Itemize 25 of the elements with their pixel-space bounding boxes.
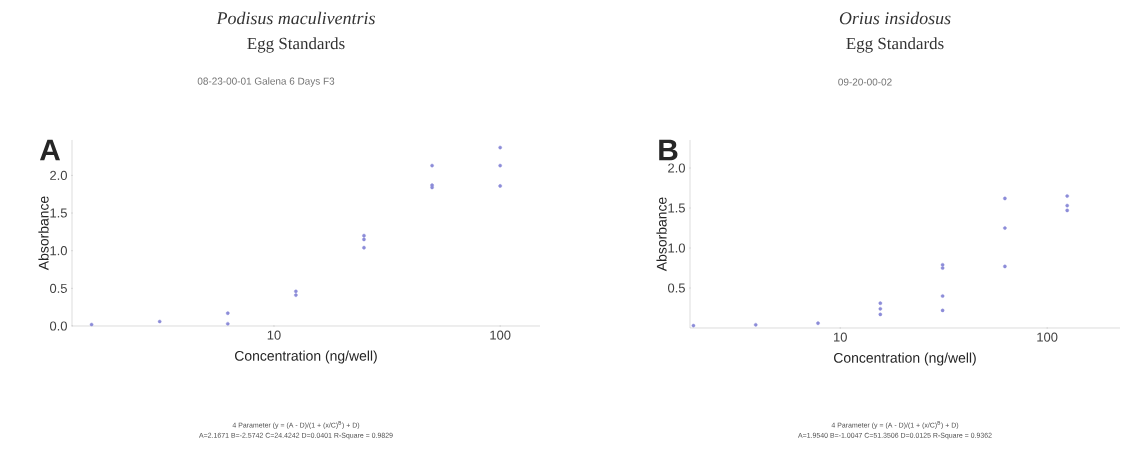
y-tick-label: 0.5 <box>667 283 685 293</box>
x-tick-label: 100 <box>1037 332 1058 342</box>
y-tick-label: 1.5 <box>668 203 685 213</box>
y-axis-title: Absorbance <box>38 196 49 271</box>
y-axis-title: Absorbance <box>656 197 667 272</box>
y-tick-label: 2.0 <box>50 170 67 180</box>
x-tick-label: 10 <box>834 332 847 342</box>
chart-title: Orius insidosus <box>839 11 951 25</box>
x-axis-title: Concentration (ng/well) <box>834 352 976 366</box>
y-tick-label: 1.0 <box>50 246 67 256</box>
text: 09-20-00-02 <box>838 78 892 86</box>
x-tick-label: 100 <box>490 330 511 340</box>
y-tick-label: 0.5 <box>49 283 67 293</box>
y-tick-label: 2.0 <box>668 163 685 173</box>
y-tick-label: 0.0 <box>49 321 67 331</box>
chart-subtitle: Egg Standards <box>846 37 944 53</box>
chart-subtitle: Egg Standards <box>247 37 345 53</box>
y-tick-label: 1.0 <box>668 243 685 253</box>
text: 08-23-00-01 Galena 6 Days F3 <box>197 77 335 87</box>
text: B <box>659 139 678 161</box>
chart-title: Podisus maculiventris <box>216 11 375 25</box>
x-axis-title: Concentration (ng/well) <box>234 350 377 364</box>
x-tick-label: 10 <box>267 330 281 340</box>
text: A <box>39 139 60 161</box>
y-tick-label: 1.5 <box>50 208 67 218</box>
